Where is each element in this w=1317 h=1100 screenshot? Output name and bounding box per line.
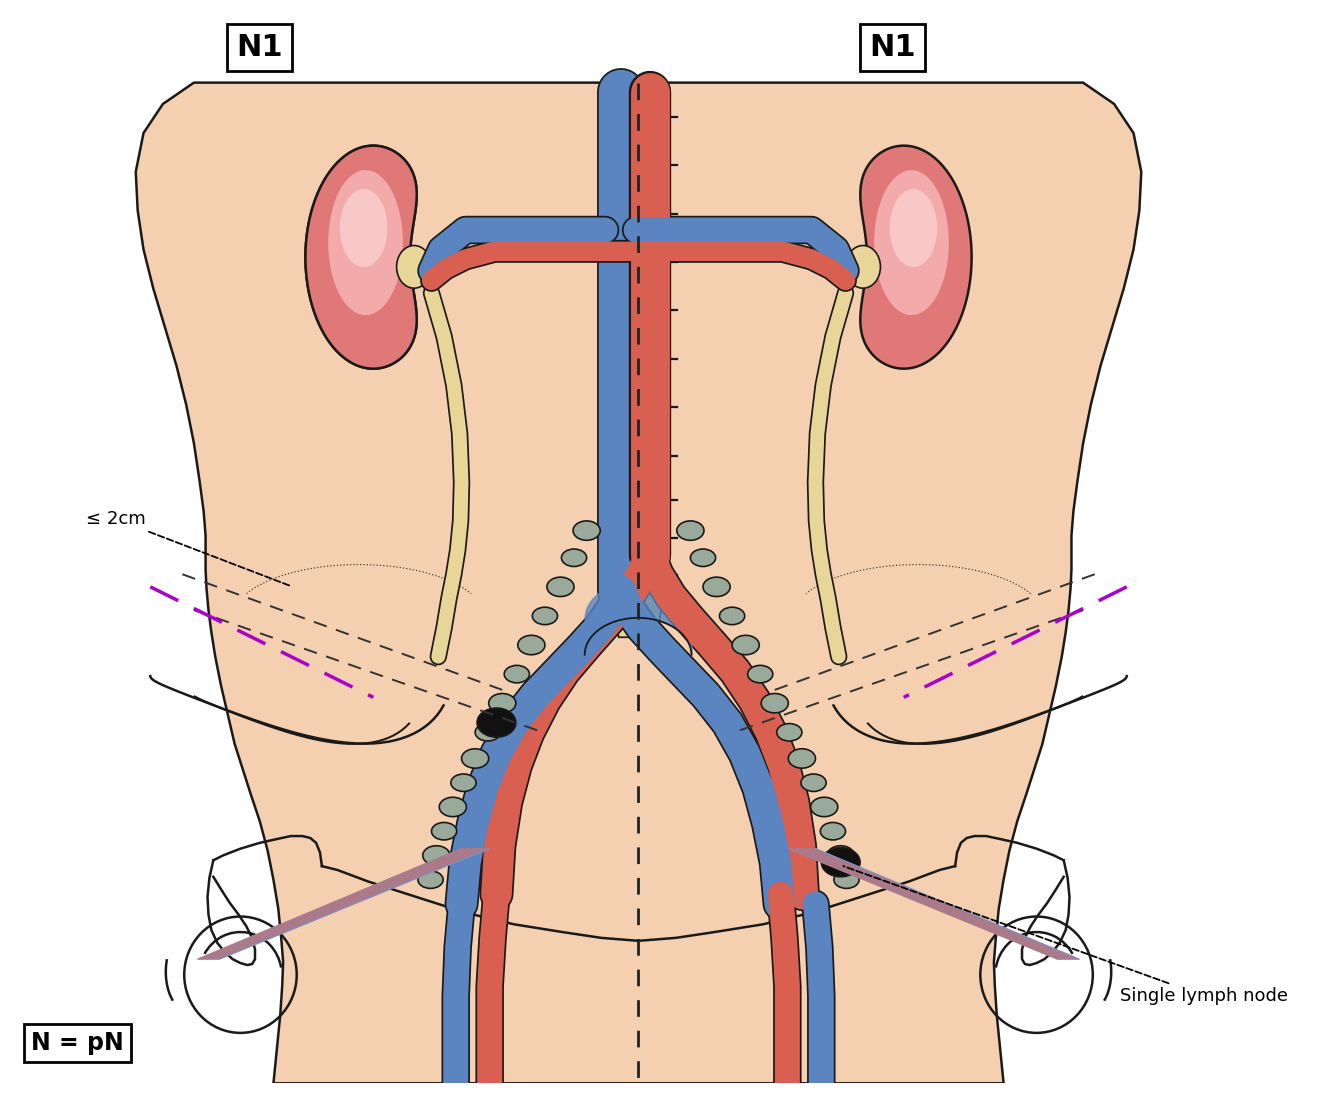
Ellipse shape [417, 871, 443, 889]
Polygon shape [874, 170, 948, 315]
Ellipse shape [396, 245, 432, 288]
Ellipse shape [504, 666, 529, 683]
Ellipse shape [475, 724, 500, 741]
FancyBboxPatch shape [615, 529, 661, 548]
Ellipse shape [834, 871, 859, 889]
Ellipse shape [461, 749, 489, 768]
Text: N1: N1 [237, 33, 283, 63]
Ellipse shape [822, 848, 860, 877]
Text: ≤ 2cm: ≤ 2cm [86, 510, 290, 586]
Ellipse shape [440, 798, 466, 816]
Polygon shape [328, 170, 403, 315]
FancyBboxPatch shape [615, 252, 661, 272]
Ellipse shape [811, 798, 838, 816]
Polygon shape [306, 145, 416, 368]
Ellipse shape [477, 708, 516, 737]
Ellipse shape [489, 693, 516, 713]
FancyBboxPatch shape [615, 447, 661, 465]
Polygon shape [860, 145, 972, 368]
Ellipse shape [732, 636, 759, 654]
FancyBboxPatch shape [615, 155, 661, 175]
Ellipse shape [801, 774, 826, 791]
Ellipse shape [561, 549, 586, 566]
Ellipse shape [748, 666, 773, 683]
Ellipse shape [432, 823, 457, 840]
FancyBboxPatch shape [615, 350, 661, 368]
Ellipse shape [423, 846, 450, 865]
FancyBboxPatch shape [615, 565, 661, 585]
Text: N1: N1 [869, 33, 915, 63]
Ellipse shape [777, 724, 802, 741]
Ellipse shape [450, 774, 477, 791]
Ellipse shape [532, 607, 557, 625]
Ellipse shape [789, 749, 815, 768]
Ellipse shape [518, 636, 545, 654]
Ellipse shape [677, 521, 705, 540]
Ellipse shape [690, 549, 715, 566]
Text: Single lymph node: Single lymph node [843, 866, 1288, 1005]
Ellipse shape [547, 578, 574, 596]
Ellipse shape [761, 693, 789, 713]
Ellipse shape [820, 823, 846, 840]
Ellipse shape [827, 846, 855, 865]
Polygon shape [890, 189, 938, 267]
FancyBboxPatch shape [615, 107, 661, 126]
FancyBboxPatch shape [615, 398, 661, 417]
Ellipse shape [703, 578, 730, 596]
Ellipse shape [719, 607, 744, 625]
Polygon shape [611, 578, 665, 637]
FancyBboxPatch shape [615, 300, 661, 320]
Polygon shape [306, 145, 416, 368]
FancyBboxPatch shape [615, 204, 661, 223]
Ellipse shape [573, 521, 601, 540]
Ellipse shape [846, 245, 881, 288]
FancyBboxPatch shape [615, 490, 661, 509]
Polygon shape [340, 189, 387, 267]
Text: N = pN: N = pN [32, 1031, 124, 1055]
Polygon shape [136, 82, 1142, 1084]
